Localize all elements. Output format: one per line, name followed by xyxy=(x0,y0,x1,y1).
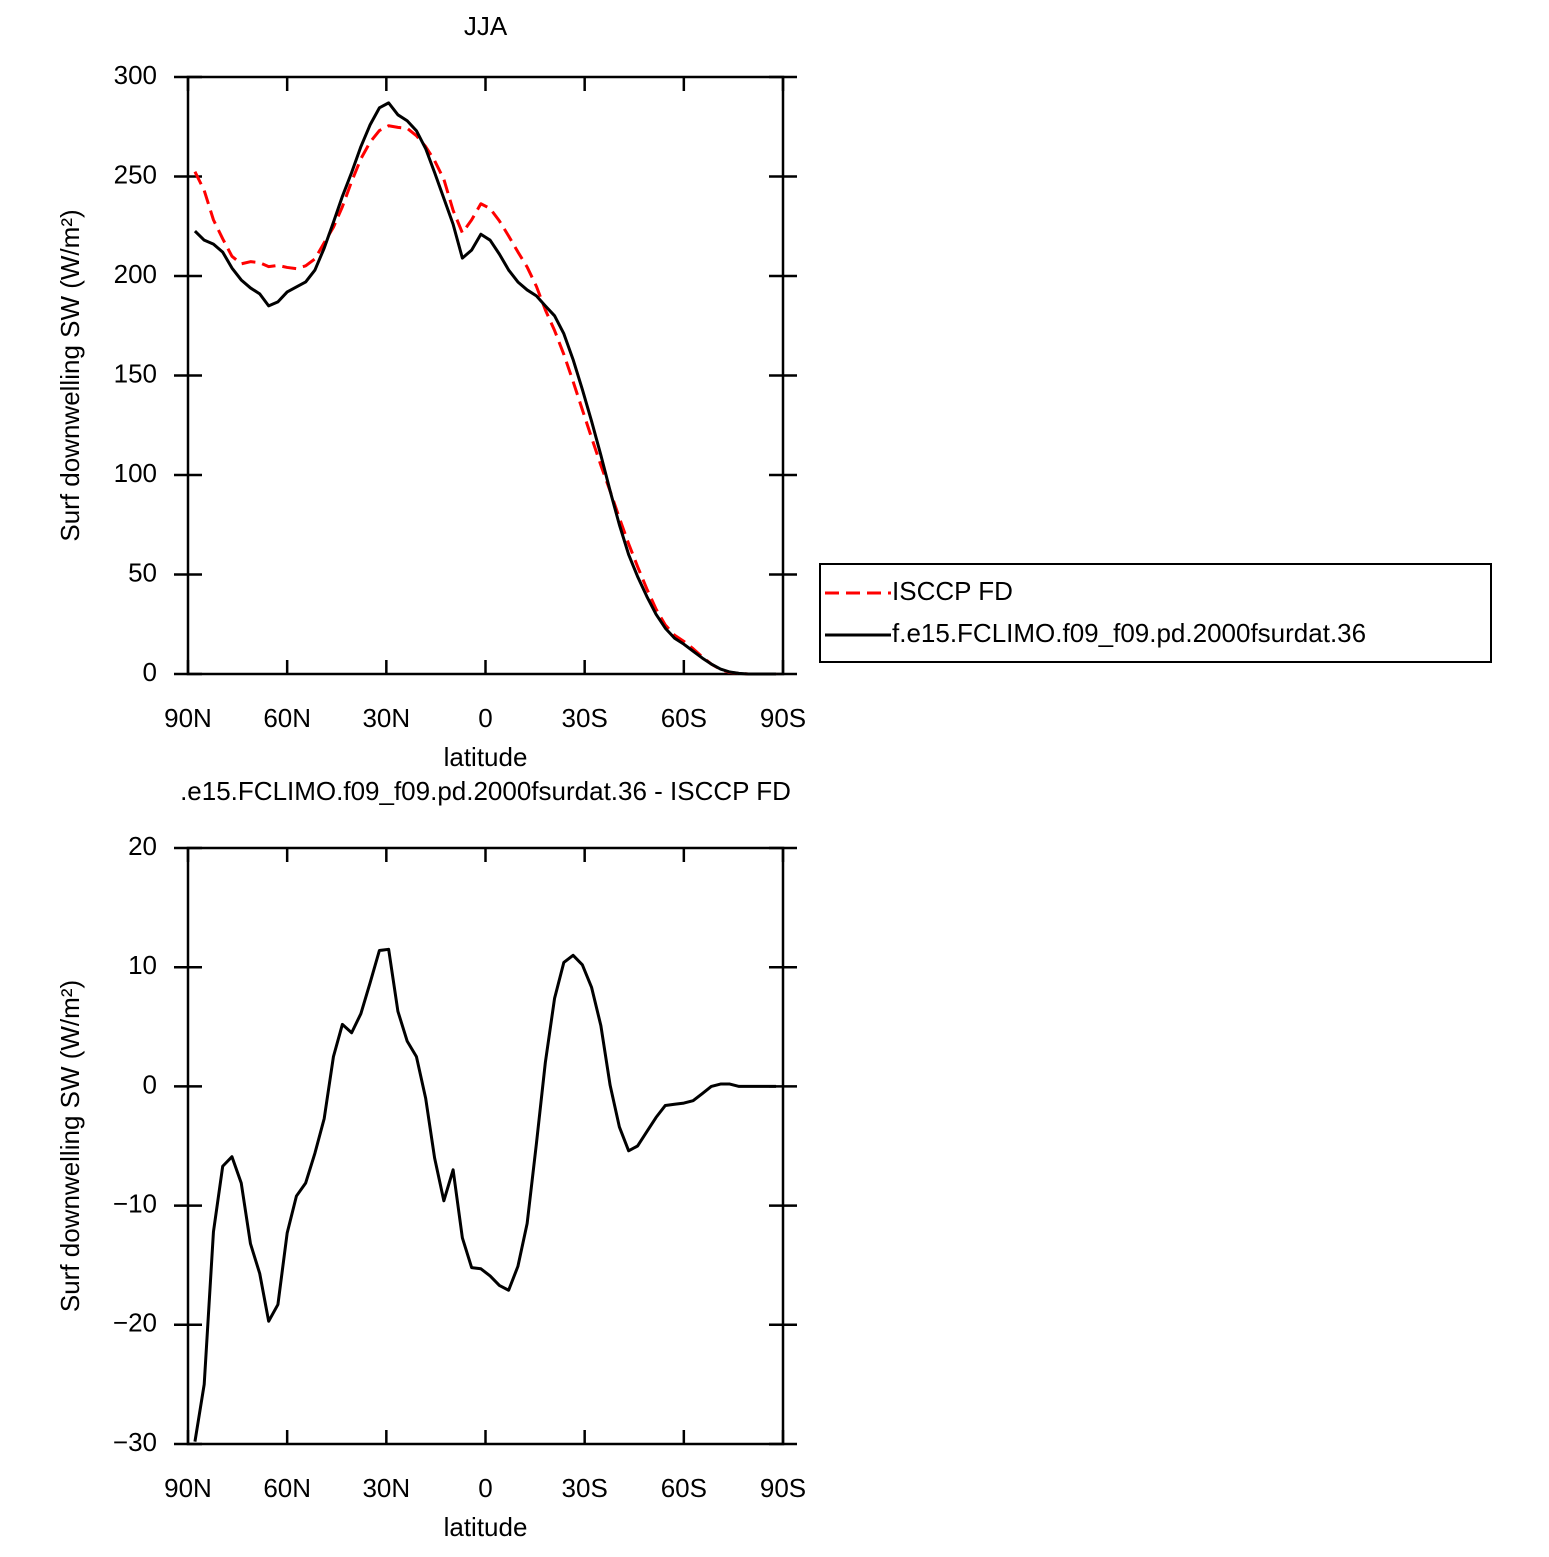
y-tick-label: 50 xyxy=(128,557,157,587)
y-tick-label: 150 xyxy=(114,358,157,388)
y-tick-label: 250 xyxy=(114,159,157,189)
y-tick-label: 100 xyxy=(114,458,157,488)
data-line xyxy=(193,101,777,676)
data-line xyxy=(193,124,777,676)
y-tick-label: −30 xyxy=(113,1427,157,1457)
chart-title: JJA xyxy=(464,11,508,41)
x-tick-label: 0 xyxy=(478,703,492,733)
y-tick-label: 20 xyxy=(128,831,157,861)
x-tick-label: 60S xyxy=(661,1473,707,1503)
x-tick-label: 60N xyxy=(263,703,311,733)
y-tick-label: 0 xyxy=(143,657,157,687)
x-axis-label: latitude xyxy=(444,1512,528,1542)
y-tick-label: −10 xyxy=(113,1188,157,1218)
x-tick-label: 90N xyxy=(164,703,212,733)
x-tick-label: 30N xyxy=(362,703,410,733)
x-tick-label: 0 xyxy=(478,1473,492,1503)
legend-box xyxy=(819,563,1492,663)
data-line xyxy=(193,947,777,1442)
x-tick-label: 90S xyxy=(760,1473,806,1503)
y-axis-label: Surf downwelling SW (W/m²) xyxy=(55,980,85,1312)
y-tick-label: 0 xyxy=(143,1069,157,1099)
legend-label: f.e15.FCLIMO.f09_f09.pd.2000fsurdat.36 xyxy=(892,618,1366,648)
y-tick-label: −20 xyxy=(113,1308,157,1338)
x-tick-label: 30S xyxy=(562,1473,608,1503)
legend-label: ISCCP FD xyxy=(892,576,1013,606)
x-tick-label: 60N xyxy=(263,1473,311,1503)
x-tick-label: 90N xyxy=(164,1473,212,1503)
plot-frame xyxy=(186,846,785,1446)
x-tick-label: 30N xyxy=(362,1473,410,1503)
x-tick-label: 30S xyxy=(562,703,608,733)
y-axis-label: Surf downwelling SW (W/m²) xyxy=(55,209,85,541)
y-tick-label: 200 xyxy=(114,259,157,289)
x-axis-label: latitude xyxy=(444,742,528,772)
plot-frame xyxy=(186,75,785,676)
x-tick-label: 60S xyxy=(661,703,707,733)
y-tick-label: 10 xyxy=(128,950,157,980)
chart-title: .e15.FCLIMO.f09_f09.pd.2000fsurdat.36 - … xyxy=(180,776,791,806)
y-tick-label: 300 xyxy=(114,60,157,90)
x-tick-label: 90S xyxy=(760,703,806,733)
